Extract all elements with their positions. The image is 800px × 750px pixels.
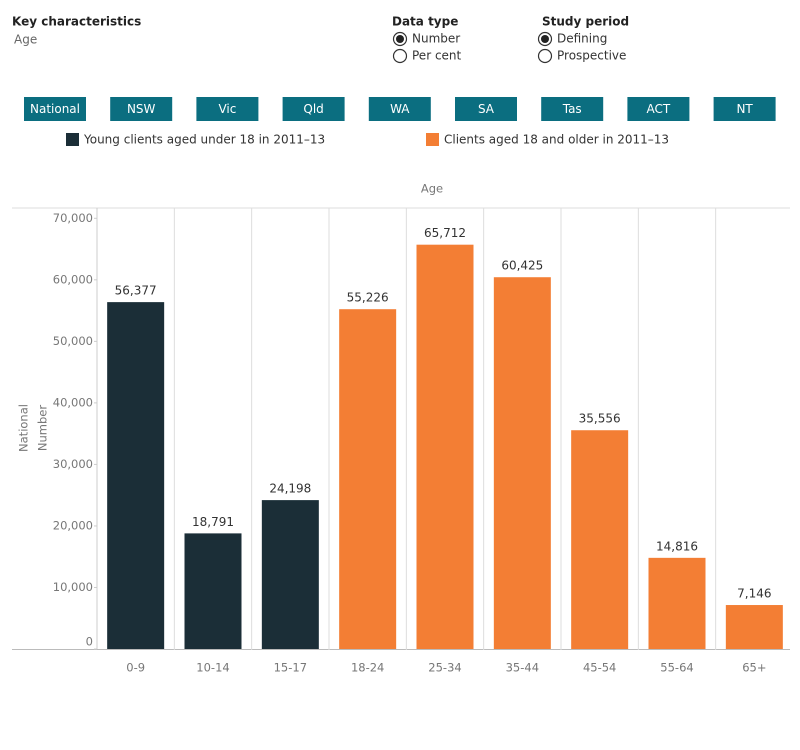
tab-label[interactable]: NSW [127,102,156,116]
value-label: 55,226 [347,291,389,305]
tab-button[interactable] [196,97,259,121]
y-tick-label: 40,000 [53,395,93,409]
legend-label: Young clients aged under 18 in 2011–13 [83,133,325,147]
legend-label: Clients aged 18 and older in 2011–13 [444,133,669,147]
y-tick-label: 70,000 [53,211,93,225]
subtitle: Age [14,33,37,47]
bar [261,500,319,649]
value-label: 35,556 [579,412,621,426]
tab-button[interactable] [24,97,86,121]
tab-button[interactable] [282,97,345,121]
tab-button[interactable] [713,97,776,121]
radio-label[interactable]: Prospective [557,49,626,63]
radio-dot [541,35,549,43]
value-label: 60,425 [501,259,543,273]
radio-label[interactable]: Per cent [412,49,462,63]
bar [107,302,165,649]
x-tick-label: 10-14 [196,661,229,675]
title: Key characteristics [12,15,141,29]
tab-label[interactable]: Qld [303,102,323,116]
bar [493,277,551,649]
value-label: 18,791 [192,515,234,529]
control-label: Study period [542,15,629,29]
x-tick-label: 45-54 [583,661,616,675]
bar [184,533,242,649]
y-axis-title: Number [36,405,50,451]
tab-label[interactable]: NT [736,102,753,116]
value-label: 56,377 [115,284,157,298]
value-label: 14,816 [656,539,698,553]
x-tick-label: 15-17 [274,661,307,675]
tab-label[interactable]: ACT [647,102,671,116]
radio-dot [396,35,404,43]
x-tick-label: 65+ [742,661,766,675]
tab-label[interactable]: Tas [562,102,582,116]
y-tick-label: 30,000 [53,457,93,471]
radio-label[interactable]: Defining [557,32,607,46]
tab-label[interactable]: National [30,102,80,116]
tab-button[interactable] [110,97,173,121]
bar [648,557,706,649]
x-tick-label: 0-9 [126,661,145,675]
radio-button[interactable] [537,48,553,64]
x-tick-label: 18-24 [351,661,384,675]
tab-button[interactable] [541,97,604,121]
tab-label[interactable]: WA [390,102,410,116]
bar [571,430,629,649]
tab-button[interactable] [455,97,517,121]
y-axis-title: National [17,404,31,452]
legend-swatch [426,133,439,146]
radio-label[interactable]: Number [412,32,460,46]
value-label: 24,198 [269,482,311,496]
bar [416,244,474,649]
x-tick-label: 25-34 [428,661,461,675]
x-axis-title: Age [421,182,443,196]
y-tick-label: 0 [86,635,93,649]
legend-swatch [66,133,79,146]
value-label: 7,146 [737,587,771,601]
tab-label[interactable]: SA [478,102,495,116]
y-tick-label: 60,000 [53,272,93,286]
y-tick-label: 10,000 [53,580,93,594]
x-tick-label: 55-64 [660,661,693,675]
bar [339,309,397,649]
tab-button[interactable] [368,97,431,121]
tab-label[interactable]: Vic [218,102,236,116]
y-tick-label: 50,000 [53,334,93,348]
control-label: Data type [392,15,458,29]
value-label: 65,712 [424,226,466,240]
bar [725,605,783,649]
x-tick-label: 35-44 [506,661,539,675]
y-tick-label: 20,000 [53,518,93,532]
tab-button[interactable] [627,97,690,121]
radio-button[interactable] [392,48,408,64]
